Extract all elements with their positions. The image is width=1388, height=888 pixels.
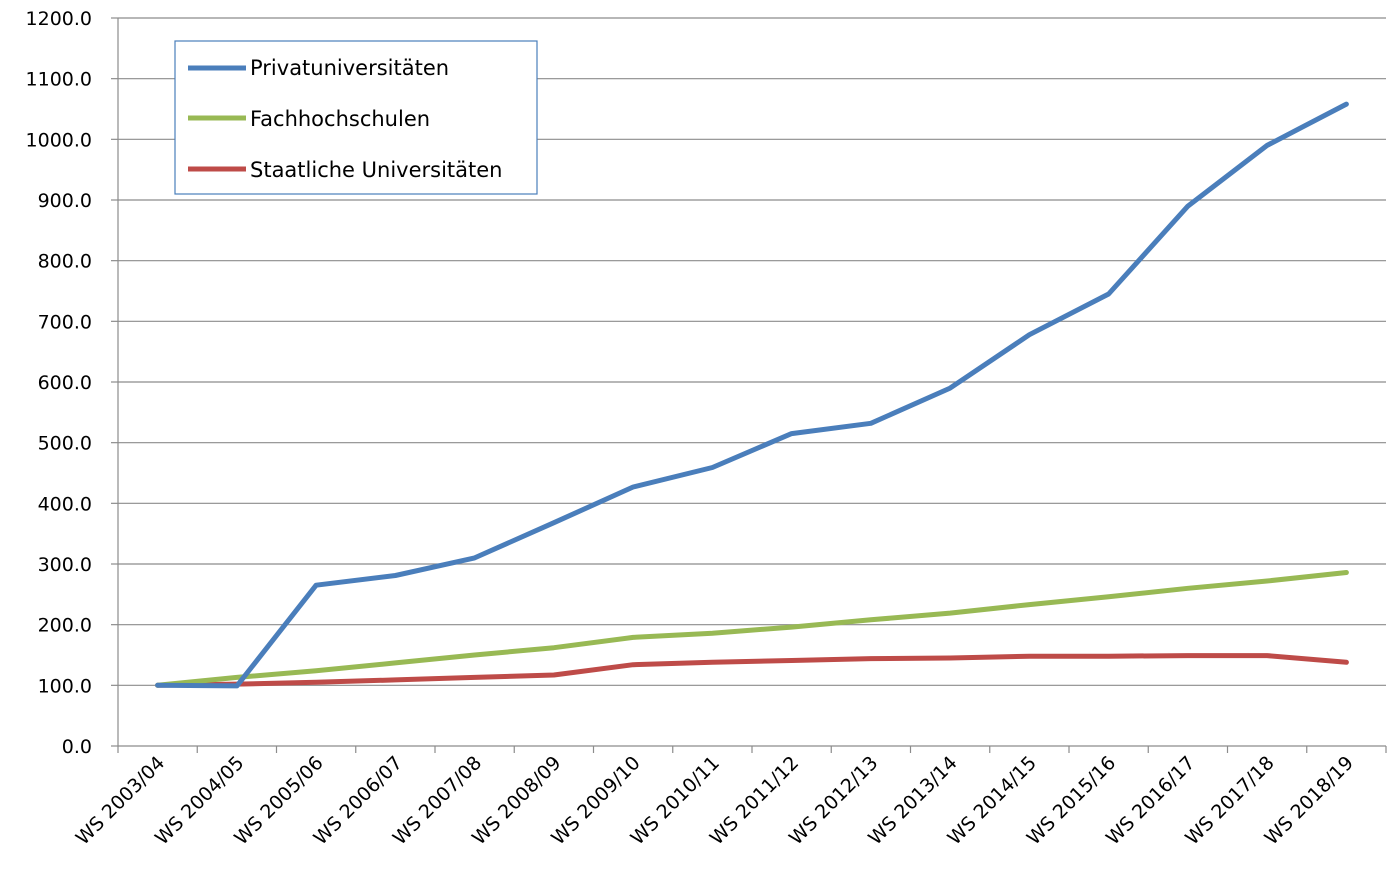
legend-label-fachhochschulen: Fachhochschulen [250, 107, 430, 131]
y-tick-label: 800.0 [38, 251, 92, 273]
legend: Privatuniversitäten Fachhochschulen Staa… [174, 40, 538, 195]
y-axis-ticks: 0.0 100.0 200.0 300.0 400.0 500.0 600.0 700.0 80… [26, 8, 118, 758]
y-tick-label: 1200.0 [26, 8, 92, 30]
y-tick-label: 1100.0 [26, 69, 92, 91]
legend-label-staatliche-universitaeten: Staatliche Universitäten [250, 158, 503, 182]
y-tick-label: 700.0 [38, 311, 92, 333]
series-line-1 [155, 570, 1349, 688]
y-tick-label: 300.0 [38, 554, 92, 576]
y-tick-label: 400.0 [38, 493, 92, 515]
y-tick-label: 1000.0 [26, 129, 92, 151]
y-tick-label: 500.0 [38, 433, 92, 455]
series-line-0 [155, 101, 1349, 689]
y-tick-label: 0.0 [62, 736, 92, 758]
y-tick-label: 600.0 [38, 372, 92, 394]
legend-label-privatuniversitaeten: Privatuniversitäten [250, 56, 449, 80]
y-tick-label: 100.0 [38, 675, 92, 697]
y-tick-label: 900.0 [38, 190, 92, 212]
series-line-2 [155, 653, 1349, 688]
y-tick-label: 200.0 [38, 615, 92, 637]
series-lines [155, 101, 1349, 689]
